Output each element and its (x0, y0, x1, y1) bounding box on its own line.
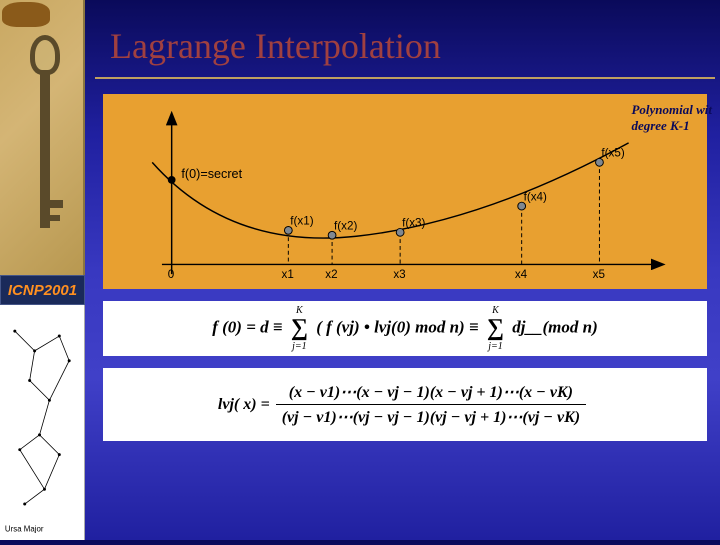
key-logo-image (0, 0, 85, 275)
svg-text:f(0)=secret: f(0)=secret (181, 167, 242, 181)
formula-text: f (0) = d ≡ (212, 317, 282, 336)
svg-text:x1: x1 (282, 268, 294, 279)
svg-text:x5: x5 (593, 268, 605, 279)
sum-upper: K (492, 305, 499, 316)
svg-text:x2: x2 (325, 268, 337, 279)
sum-lower: j=1 (292, 341, 307, 352)
svg-text:f(x5): f(x5) (601, 147, 624, 160)
bear-icon (2, 2, 50, 27)
formula-lagrange-basis: lvj( x) = (x − v1)⋯(x − vj − 1)(x − vj +… (103, 368, 707, 441)
constellation-label: Ursa Major (5, 525, 44, 534)
polynomial-degree-label: Polynomial wit degree K-1 (631, 102, 712, 133)
svg-text:f(x1): f(x1) (290, 215, 313, 228)
formula-text: ( f (vj) • lvj(0) mod n) ≡ (316, 317, 478, 336)
slide-title: Lagrange Interpolation (95, 0, 715, 79)
svg-text:x4: x4 (515, 268, 528, 279)
formula-text: lvj( x) = (218, 396, 270, 414)
svg-text:0: 0 (168, 268, 175, 279)
formula-numerator: (x − v1)⋯(x − vj − 1)(x − vj + 1)⋯(x − v… (276, 380, 586, 405)
sum-upper: K (296, 305, 303, 316)
formula-text: dj__(mod n) (512, 317, 597, 336)
key-head-icon (30, 35, 60, 75)
formula-secret-sum: f (0) = d ≡ K ∑ j=1 ( f (vj) • lvj(0) mo… (103, 301, 707, 356)
svg-text:f(x4): f(x4) (524, 190, 547, 203)
interpolation-chart: Polynomial wit degree K-1 f(0)=secret0x1… (103, 94, 707, 289)
svg-text:f(x2): f(x2) (334, 219, 357, 232)
conference-badge: ICNP2001 (0, 275, 85, 305)
svg-text:x3: x3 (393, 268, 405, 279)
sum-lower: j=1 (488, 341, 503, 352)
main-content: Lagrange Interpolation Polynomial wit de… (95, 0, 715, 540)
key-tooth-icon (48, 200, 63, 208)
formula-denominator: (vj − v1)⋯(vj − vj − 1)(vj − vj + 1)⋯(vj… (276, 405, 586, 429)
key-tooth-icon (48, 215, 60, 221)
sidebar: ICNP2001 Ursa Major (0, 0, 85, 540)
svg-text:f(x3): f(x3) (402, 217, 425, 230)
constellation-image: Ursa Major (0, 305, 85, 540)
